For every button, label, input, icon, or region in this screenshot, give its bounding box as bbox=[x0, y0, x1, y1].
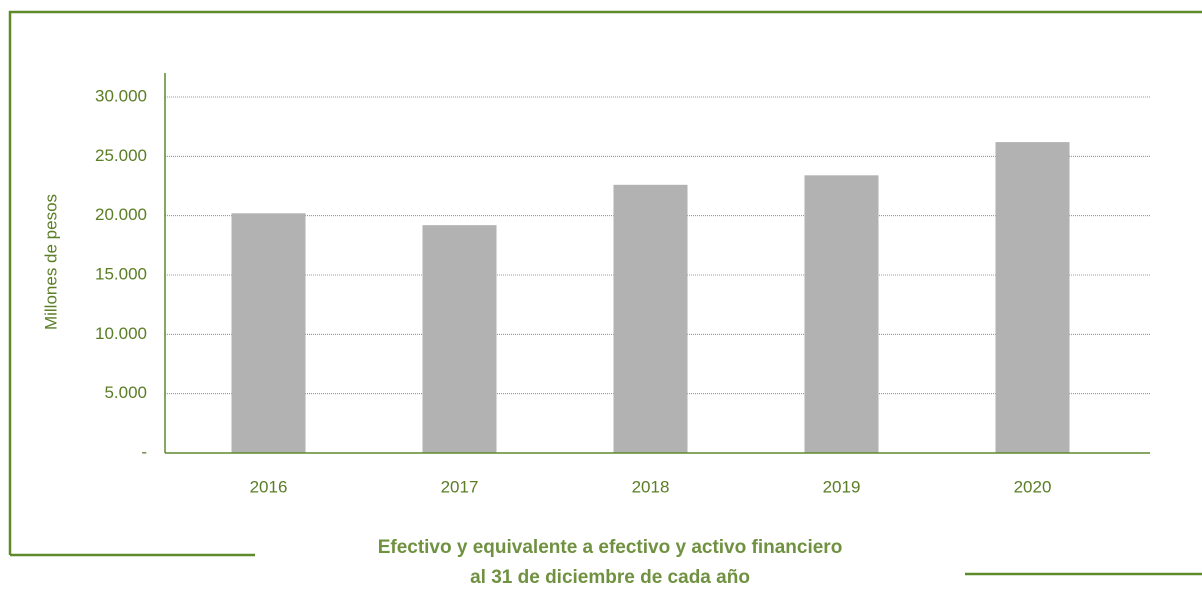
y-axis-label: Millones de pesos bbox=[41, 194, 60, 330]
chart: Efectivo y equivalente a efectivo y acti… bbox=[0, 0, 1202, 589]
bar bbox=[232, 213, 306, 453]
y-tick-label: 25.000 bbox=[95, 146, 147, 165]
y-tick-label: 20.000 bbox=[95, 205, 147, 224]
y-tick-label: 30.000 bbox=[95, 86, 147, 105]
y-tick-label: 10.000 bbox=[95, 324, 147, 343]
x-tick-label: 2019 bbox=[823, 477, 861, 496]
x-tick-label: 2018 bbox=[632, 477, 670, 496]
y-tick-label: 15.000 bbox=[95, 264, 147, 283]
bar bbox=[996, 142, 1070, 453]
chart-title: Efectivo y equivalente a efectivo y acti… bbox=[378, 537, 843, 558]
bar bbox=[805, 175, 879, 453]
bar bbox=[614, 185, 688, 453]
y-tick-label: - bbox=[141, 442, 147, 461]
chart-title: al 31 de diciembre de cada año bbox=[470, 567, 750, 588]
x-tick-label: 2020 bbox=[1014, 477, 1052, 496]
bar bbox=[423, 225, 497, 453]
y-tick-label: 5.000 bbox=[104, 383, 147, 402]
x-tick-label: 2016 bbox=[250, 477, 288, 496]
x-tick-label: 2017 bbox=[441, 477, 479, 496]
